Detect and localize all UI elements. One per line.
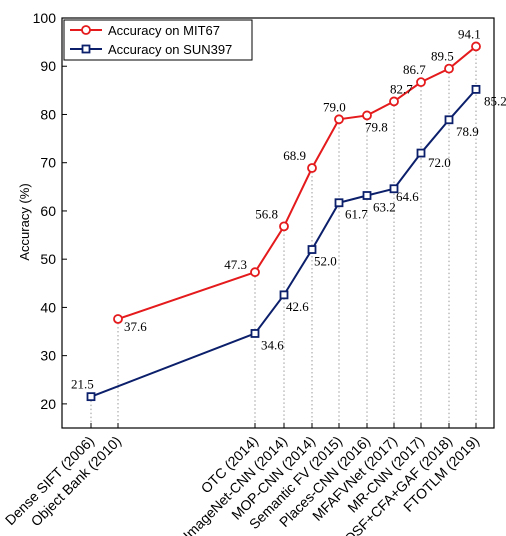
series-layer [86, 41, 481, 402]
data-point-mit67 [113, 314, 123, 324]
data-label: 89.5 [431, 49, 454, 64]
y-tick-label: 40 [40, 299, 56, 315]
y-tick-label: 80 [40, 106, 56, 122]
data-point-mit67 [444, 63, 454, 74]
data-label: 86.7 [403, 62, 426, 77]
y-tick-label: 20 [40, 396, 56, 412]
data-point-sun397 [250, 329, 260, 338]
data-label: 42.6 [286, 299, 309, 314]
data-label: 61.7 [345, 207, 368, 222]
legend: Accuracy on MIT67 Accuracy on SUN397 [63, 19, 253, 61]
data-point-mit67 [362, 110, 372, 121]
data-point-sun397 [307, 245, 317, 254]
data-point-mit67 [279, 221, 289, 232]
legend-marker-circle [81, 25, 91, 35]
data-point-sun397 [86, 392, 96, 402]
legend-marker-square [81, 44, 91, 54]
series-line-mit67 [117, 45, 477, 320]
y-tick-label: 30 [40, 348, 56, 364]
data-point-mit67 [307, 163, 317, 173]
data-point-mit67 [416, 77, 426, 88]
data-point-sun397 [279, 290, 289, 300]
legend-label: Accuracy on SUN397 [108, 42, 232, 57]
data-label: 72.0 [428, 155, 451, 170]
y-tick-label: 100 [33, 10, 57, 26]
data-label: 37.6 [124, 319, 147, 334]
data-labels: 37.6 47.3 56.8 68.9 79.0 79.8 82.7 86.7 89.5 94.1… [71, 26, 506, 391]
series-line-sun397 [90, 88, 477, 398]
legend-box [63, 19, 253, 61]
data-point-mit67 [389, 96, 399, 107]
y-tick-label: 60 [40, 203, 56, 219]
data-label: 79.0 [323, 99, 346, 114]
data-point-mit67 [334, 114, 344, 125]
plot-frame [61, 17, 495, 429]
data-point-sun397 [362, 191, 372, 200]
data-point-mit67 [471, 41, 481, 52]
y-axis-ticks: 20 30 40 50 60 70 80 90 100 [33, 10, 67, 412]
legend-label: Accuracy on MIT67 [108, 23, 220, 38]
y-tick-label: 90 [40, 58, 56, 74]
data-label: 34.6 [261, 337, 284, 352]
data-label: 47.3 [224, 257, 247, 272]
data-point-sun397 [444, 115, 454, 125]
y-tick-label: 50 [40, 251, 56, 267]
data-point-sun397 [471, 84, 481, 94]
data-label: 78.9 [456, 124, 479, 139]
data-label: 82.7 [390, 81, 413, 96]
data-label: 85.2 [484, 93, 506, 108]
y-tick-label: 70 [40, 155, 56, 171]
data-point-sun397 [416, 148, 426, 158]
grid-lines [90, 46, 477, 428]
data-point-mit67 [250, 267, 260, 278]
data-label: 79.8 [365, 119, 388, 134]
data-label: 21.5 [71, 377, 94, 392]
data-point-sun397 [389, 184, 399, 194]
x-axis-ticks: Dense SIFT (2006)Object Bank (2010) OTC (… [2, 423, 482, 536]
data-label: 64.6 [396, 189, 419, 204]
data-point-sun397 [334, 198, 344, 208]
data-label: 52.0 [314, 254, 337, 269]
y-axis-label: Accuracy (%) [17, 183, 32, 260]
data-label: 56.8 [255, 206, 278, 221]
data-label: 94.1 [458, 26, 481, 41]
data-label: 68.9 [283, 148, 306, 163]
data-label: 63.2 [373, 200, 396, 215]
